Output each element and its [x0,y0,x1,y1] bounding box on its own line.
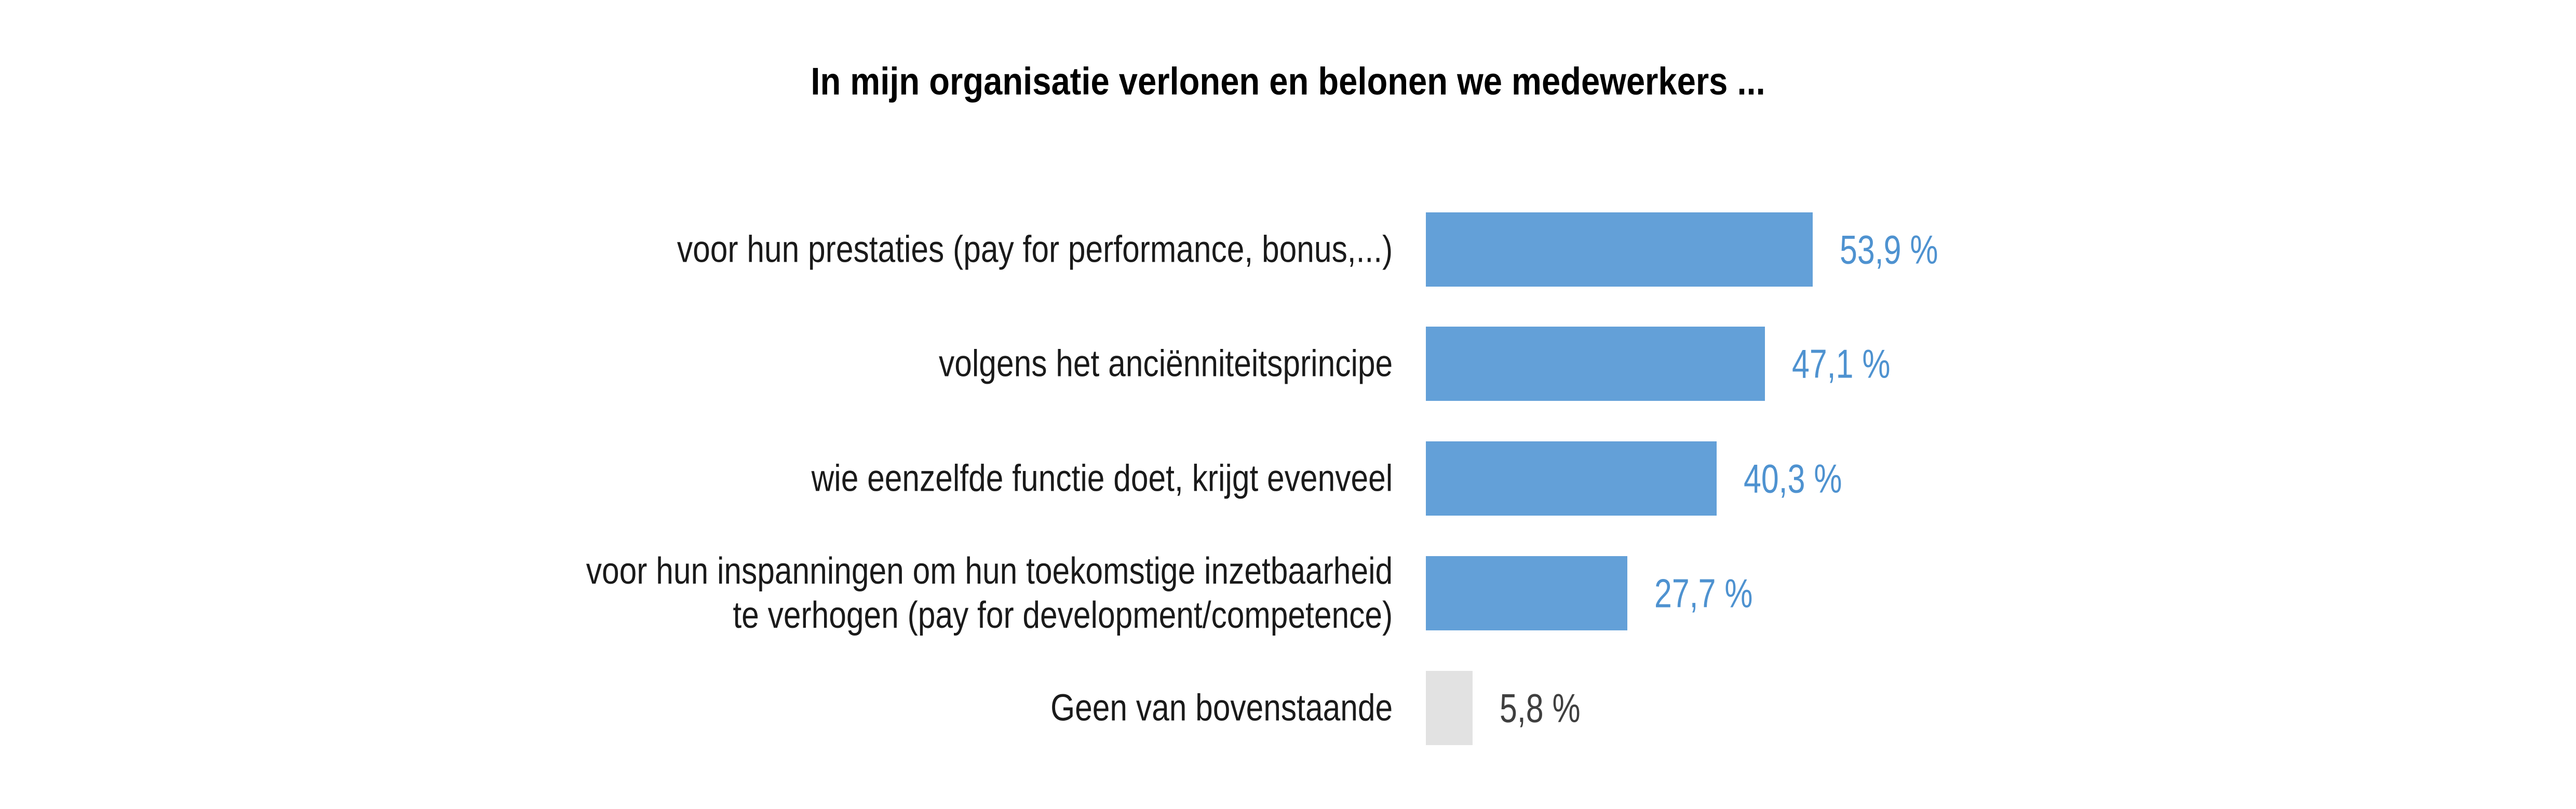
bar-row: wie eenzelfde functie doet, krijgt evenv… [0,441,2576,516]
bar [1426,556,1627,630]
bar [1426,327,1765,401]
chart-title-text: In mijn organisatie verlonen en belonen … [811,60,1765,103]
category-label: wie eenzelfde functie doet, krijgt evenv… [811,457,1393,499]
bar [1426,212,1813,287]
bar-row: voor hun inspanningen om hun toekomstige… [0,550,2576,636]
value-label: 47,1 % [1792,341,1891,386]
category-label: Geen van bovenstaande [1050,687,1393,729]
chart-title: In mijn organisatie verlonen en belonen … [0,58,2576,105]
bar-row: volgens het anciënniteitsprincipe 47,1 % [0,327,2576,401]
bar [1426,441,1717,516]
category-label: voor hun inspanningen om hun toekomstige… [586,550,1393,636]
bar [1426,671,1473,745]
value-label: 53,9 % [1840,226,1938,272]
value-label: 5,8 % [1500,685,1581,731]
category-label: voor hun prestaties (pay for performance… [677,228,1393,270]
value-label: 27,7 % [1654,570,1753,616]
bar-row: Geen van bovenstaande 5,8 % [0,671,2576,745]
bar-row: voor hun prestaties (pay for performance… [0,212,2576,287]
category-label: volgens het anciënniteitsprincipe [938,343,1393,384]
value-label: 40,3 % [1744,455,1842,501]
